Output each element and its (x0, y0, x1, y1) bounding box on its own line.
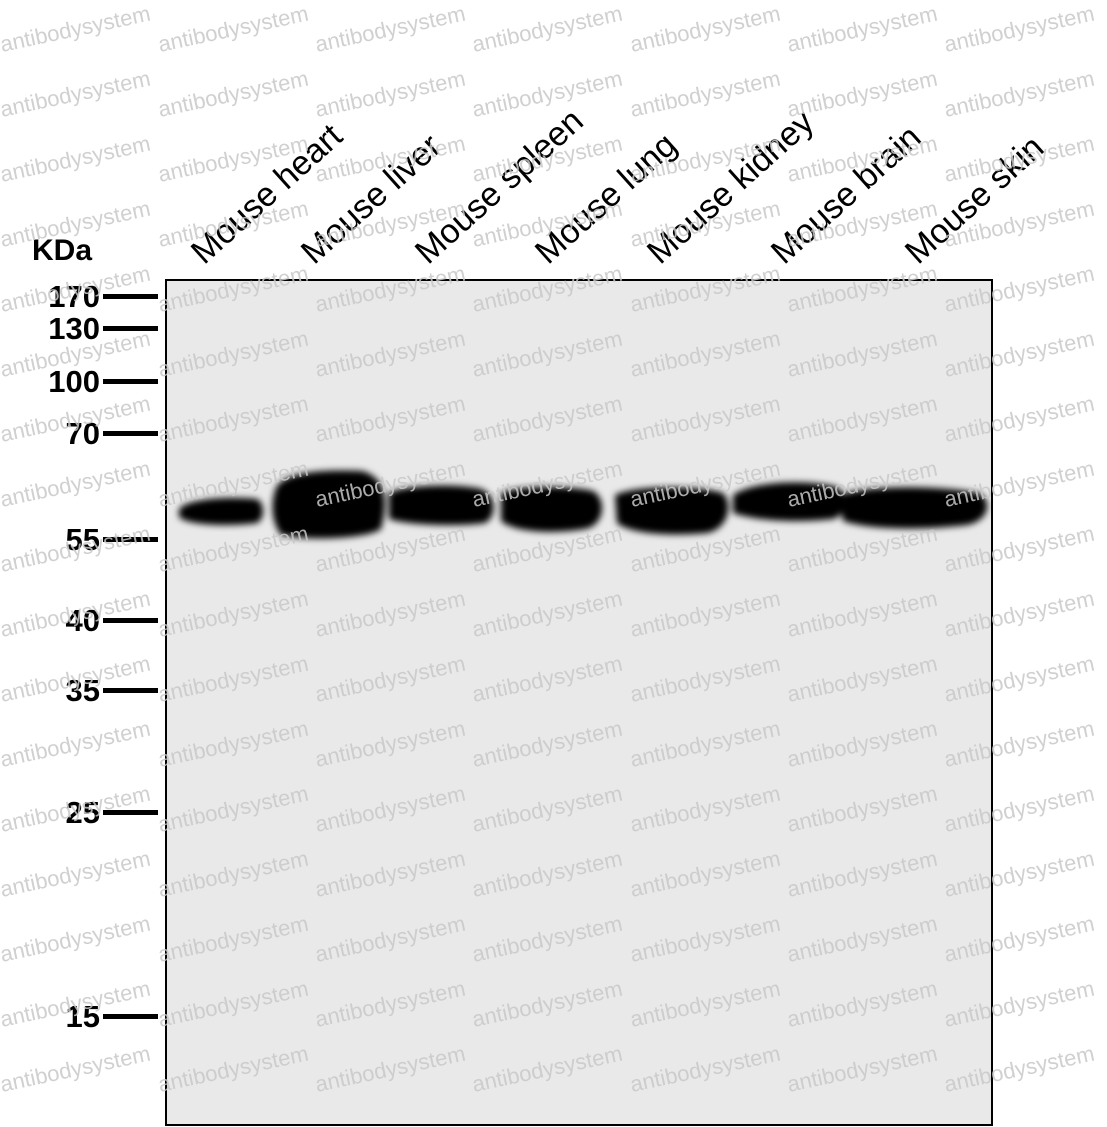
marker-value: 25 (65, 795, 100, 830)
watermark-text: antibodysystem (0, 716, 153, 772)
watermark-text: antibodysystem (0, 846, 153, 902)
marker-40: 40 (0, 605, 160, 637)
band-brain (733, 482, 845, 521)
watermark-text: antibodysystem (156, 1, 311, 57)
marker-25: 25 (0, 797, 160, 829)
marker-tick (103, 379, 158, 384)
marker-tick (103, 688, 158, 693)
watermark-text: antibodysystem (942, 1, 1097, 57)
marker-70: 70 (0, 418, 160, 450)
watermark-text: antibodysystem (628, 66, 783, 122)
molecular-weight-unit: KDa (32, 234, 93, 267)
band-kidney (615, 487, 729, 535)
band-spleen (389, 485, 494, 526)
watermark-text: antibodysystem (470, 1, 625, 57)
marker-tick (103, 810, 158, 815)
watermark-text: antibodysystem (0, 456, 153, 512)
watermark-text: antibodysystem (942, 66, 1097, 122)
marker-tick (103, 618, 158, 623)
marker-value: 35 (65, 673, 100, 708)
marker-value: 130 (48, 311, 100, 346)
watermark-text: antibodysystem (785, 66, 940, 122)
marker-15: 15 (0, 1001, 160, 1033)
marker-value: 55 (65, 522, 100, 557)
marker-value: 170 (48, 279, 100, 314)
band-liver (272, 470, 385, 539)
marker-35: 35 (0, 675, 160, 707)
watermark-text: antibodysystem (0, 66, 153, 122)
watermark-text: antibodysystem (0, 911, 153, 967)
watermark-text: antibodysystem (0, 131, 153, 187)
marker-100: 100 (0, 366, 160, 398)
watermark-text: antibodysystem (0, 1, 153, 57)
blot-membrane (165, 279, 993, 1126)
marker-value: 40 (65, 603, 100, 638)
marker-tick (103, 1014, 158, 1019)
band-skin (839, 487, 988, 529)
marker-tick (103, 326, 158, 331)
band-heart (179, 497, 263, 525)
watermark-text: antibodysystem (313, 66, 468, 122)
band-lung (501, 486, 603, 532)
marker-tick (103, 294, 158, 299)
band-layer (179, 470, 988, 539)
watermark-text: antibodysystem (628, 1, 783, 57)
watermark-text: antibodysystem (470, 66, 625, 122)
marker-tick (103, 537, 158, 542)
watermark-text: antibodysystem (0, 1041, 153, 1097)
marker-170: 170 (0, 281, 160, 313)
marker-55: 55 (0, 524, 160, 556)
marker-tick (103, 431, 158, 436)
marker-value: 15 (65, 999, 100, 1034)
marker-130: 130 (0, 313, 160, 345)
watermark-text: antibodysystem (785, 1, 940, 57)
marker-value: 70 (65, 416, 100, 451)
watermark-text: antibodysystem (156, 66, 311, 122)
marker-value: 100 (48, 364, 100, 399)
watermark-text: antibodysystem (313, 1, 468, 57)
